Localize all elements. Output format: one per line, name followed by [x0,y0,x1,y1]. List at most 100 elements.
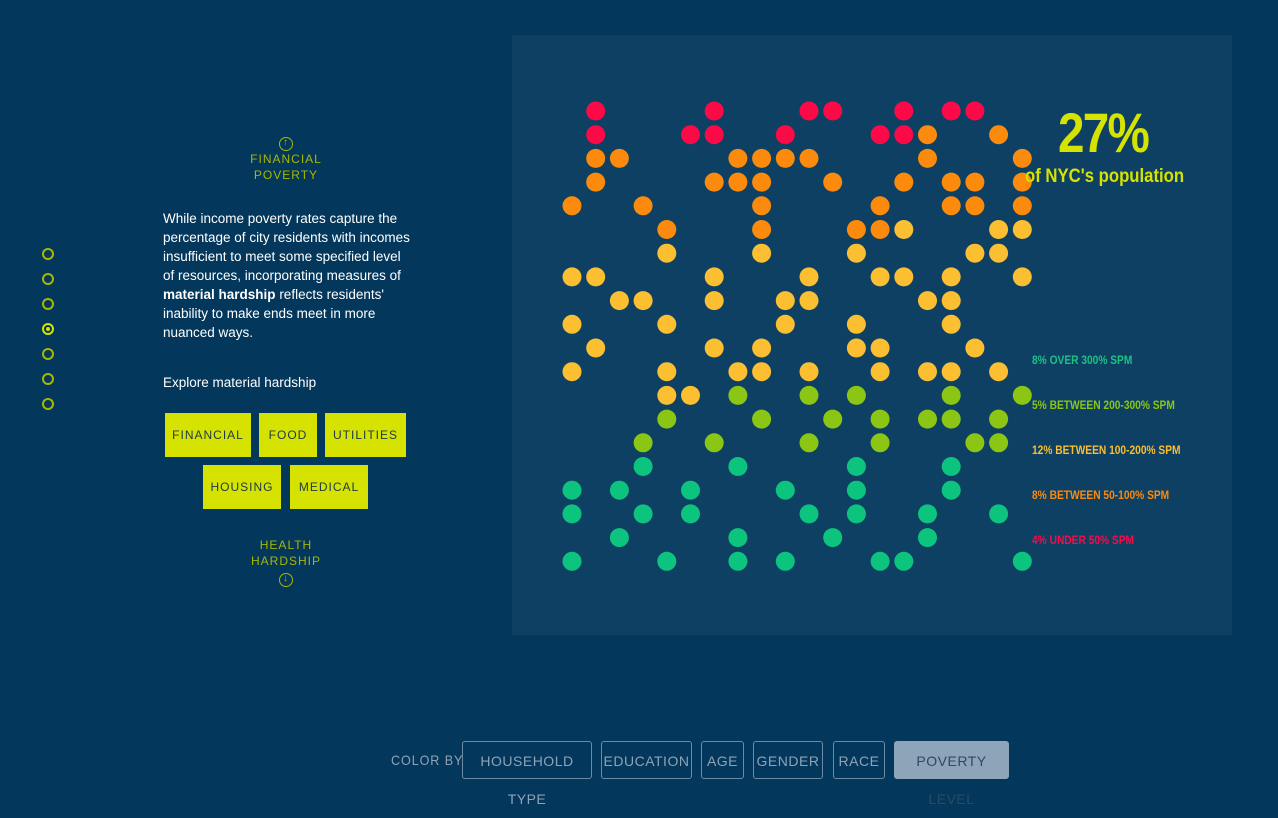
population-dot-green [846,480,866,500]
population-dot-yellow [586,267,606,287]
population-dot-green [728,528,748,548]
population-dot-orange [562,196,582,216]
legend-over-300: 8% OVER 300% SPM [1032,353,1133,367]
population-dot-green [681,480,700,500]
population-dot-red [941,101,961,121]
population-dot-lime [799,433,819,453]
population-dot-orange [799,148,819,168]
section-dot-4-active[interactable] [42,323,54,335]
hardship-financial-button[interactable]: FINANCIAL [165,413,251,457]
population-dot-orange [586,148,606,168]
population-dot-green [799,504,819,524]
population-dot-yellow [752,362,772,382]
next-section-link[interactable]: HEALTH HARDSHIP ↓ [236,537,336,587]
population-dot-red [586,125,606,145]
population-dot-red [894,101,914,121]
population-dot-yellow [799,267,819,287]
description-text-1: While income poverty rates capture the p… [163,211,410,283]
color-by-education[interactable]: EDUCATION [601,741,692,779]
population-dot-yellow [752,243,772,263]
population-dot-red [870,125,890,145]
population-dot-green [989,504,1009,524]
color-by-age[interactable]: AGE [701,741,744,779]
population-dot-yellow [704,338,724,358]
population-dot-yellow [941,291,961,311]
population-dot-green [633,457,653,476]
population-dot-yellow [870,338,890,358]
population-dot-yellow [633,291,653,311]
population-dot-yellow [989,243,1009,263]
population-dot-orange [1012,172,1032,192]
population-dot-green [894,551,914,571]
population-dot-orange [823,172,843,192]
description-bold-2: hardship [218,287,276,302]
prev-section-link[interactable]: ↑ FINANCIAL POVERTY [236,133,336,183]
population-dot-lime [989,409,1009,429]
population-dot-red [894,125,914,145]
color-by-household-type[interactable]: HOUSEHOLD TYPE [462,741,592,807]
population-dot-orange [752,220,772,239]
population-dot-yellow [657,314,677,334]
population-dot-yellow [704,267,724,287]
population-dot-yellow [965,243,985,263]
population-dot-green [609,528,629,548]
hardship-food-button[interactable]: FOOD [259,413,317,457]
population-dot-yellow [775,314,795,334]
stat-caption: of NYC's population [1025,166,1185,187]
population-dot-orange [870,220,890,239]
population-dot-lime [941,409,961,429]
population-dot-green [941,457,961,476]
legend-under-50: 4% UNDER 50% SPM [1032,533,1135,547]
population-dot-yellow [989,220,1009,239]
population-dot-red [799,101,819,121]
arrow-down-icon: ↓ [279,573,293,587]
section-dot-3[interactable] [42,298,54,310]
section-dot-2[interactable] [42,273,54,285]
population-dot-orange [965,196,985,216]
population-dot-grid [562,101,1032,571]
population-dot-green [562,480,582,500]
population-dot-yellow [918,291,937,311]
stat-percent: 27% [1058,101,1150,164]
hardship-utilities-button[interactable]: UTILITIES [325,413,406,457]
population-dot-yellow [989,362,1009,382]
section-dot-6[interactable] [42,373,54,385]
section-dot-5[interactable] [42,348,54,360]
hardship-medical-button[interactable]: MEDICAL [290,465,368,509]
description-bold-1: material [163,287,215,302]
population-dot-orange [989,125,1009,145]
population-dot-orange [704,172,724,192]
population-dot-green [1012,551,1032,571]
population-dot-orange [846,220,866,239]
section-dot-nav [42,248,54,423]
population-dot-red [775,125,795,145]
section-dot-1[interactable] [42,248,54,260]
population-dot-yellow [799,291,819,311]
population-dot-orange [918,148,937,168]
population-dot-yellow [752,338,772,358]
population-dot-yellow [657,385,677,405]
population-dot-orange [752,196,772,216]
population-dot-yellow [657,243,677,263]
population-dot-yellow [657,362,677,382]
description-text-2: reflects residents' inability to make en… [163,287,384,340]
population-dot-yellow [562,267,582,287]
color-by-race[interactable]: RACE [833,741,885,779]
population-dot-yellow [1012,220,1032,239]
population-dot-green [775,480,795,500]
section-dot-7[interactable] [42,398,54,410]
population-dot-yellow [586,338,606,358]
legend-200-300: 5% BETWEEN 200-300% SPM [1032,398,1175,412]
population-dot-yellow [775,291,795,311]
population-dot-green [918,504,937,524]
population-dot-orange [609,148,629,168]
color-by-gender[interactable]: GENDER [753,741,823,779]
hardship-housing-button[interactable]: HOUSING [203,465,281,509]
section-description: While income poverty rates capture the p… [163,209,413,342]
population-dot-green [823,528,843,548]
color-by-poverty-level[interactable]: POVERTY LEVEL [894,741,1009,807]
legend-100-200: 12% BETWEEN 100-200% SPM [1032,443,1181,457]
population-dot-red [823,101,843,121]
population-dot-yellow [562,362,582,382]
population-dot-green [846,457,866,476]
